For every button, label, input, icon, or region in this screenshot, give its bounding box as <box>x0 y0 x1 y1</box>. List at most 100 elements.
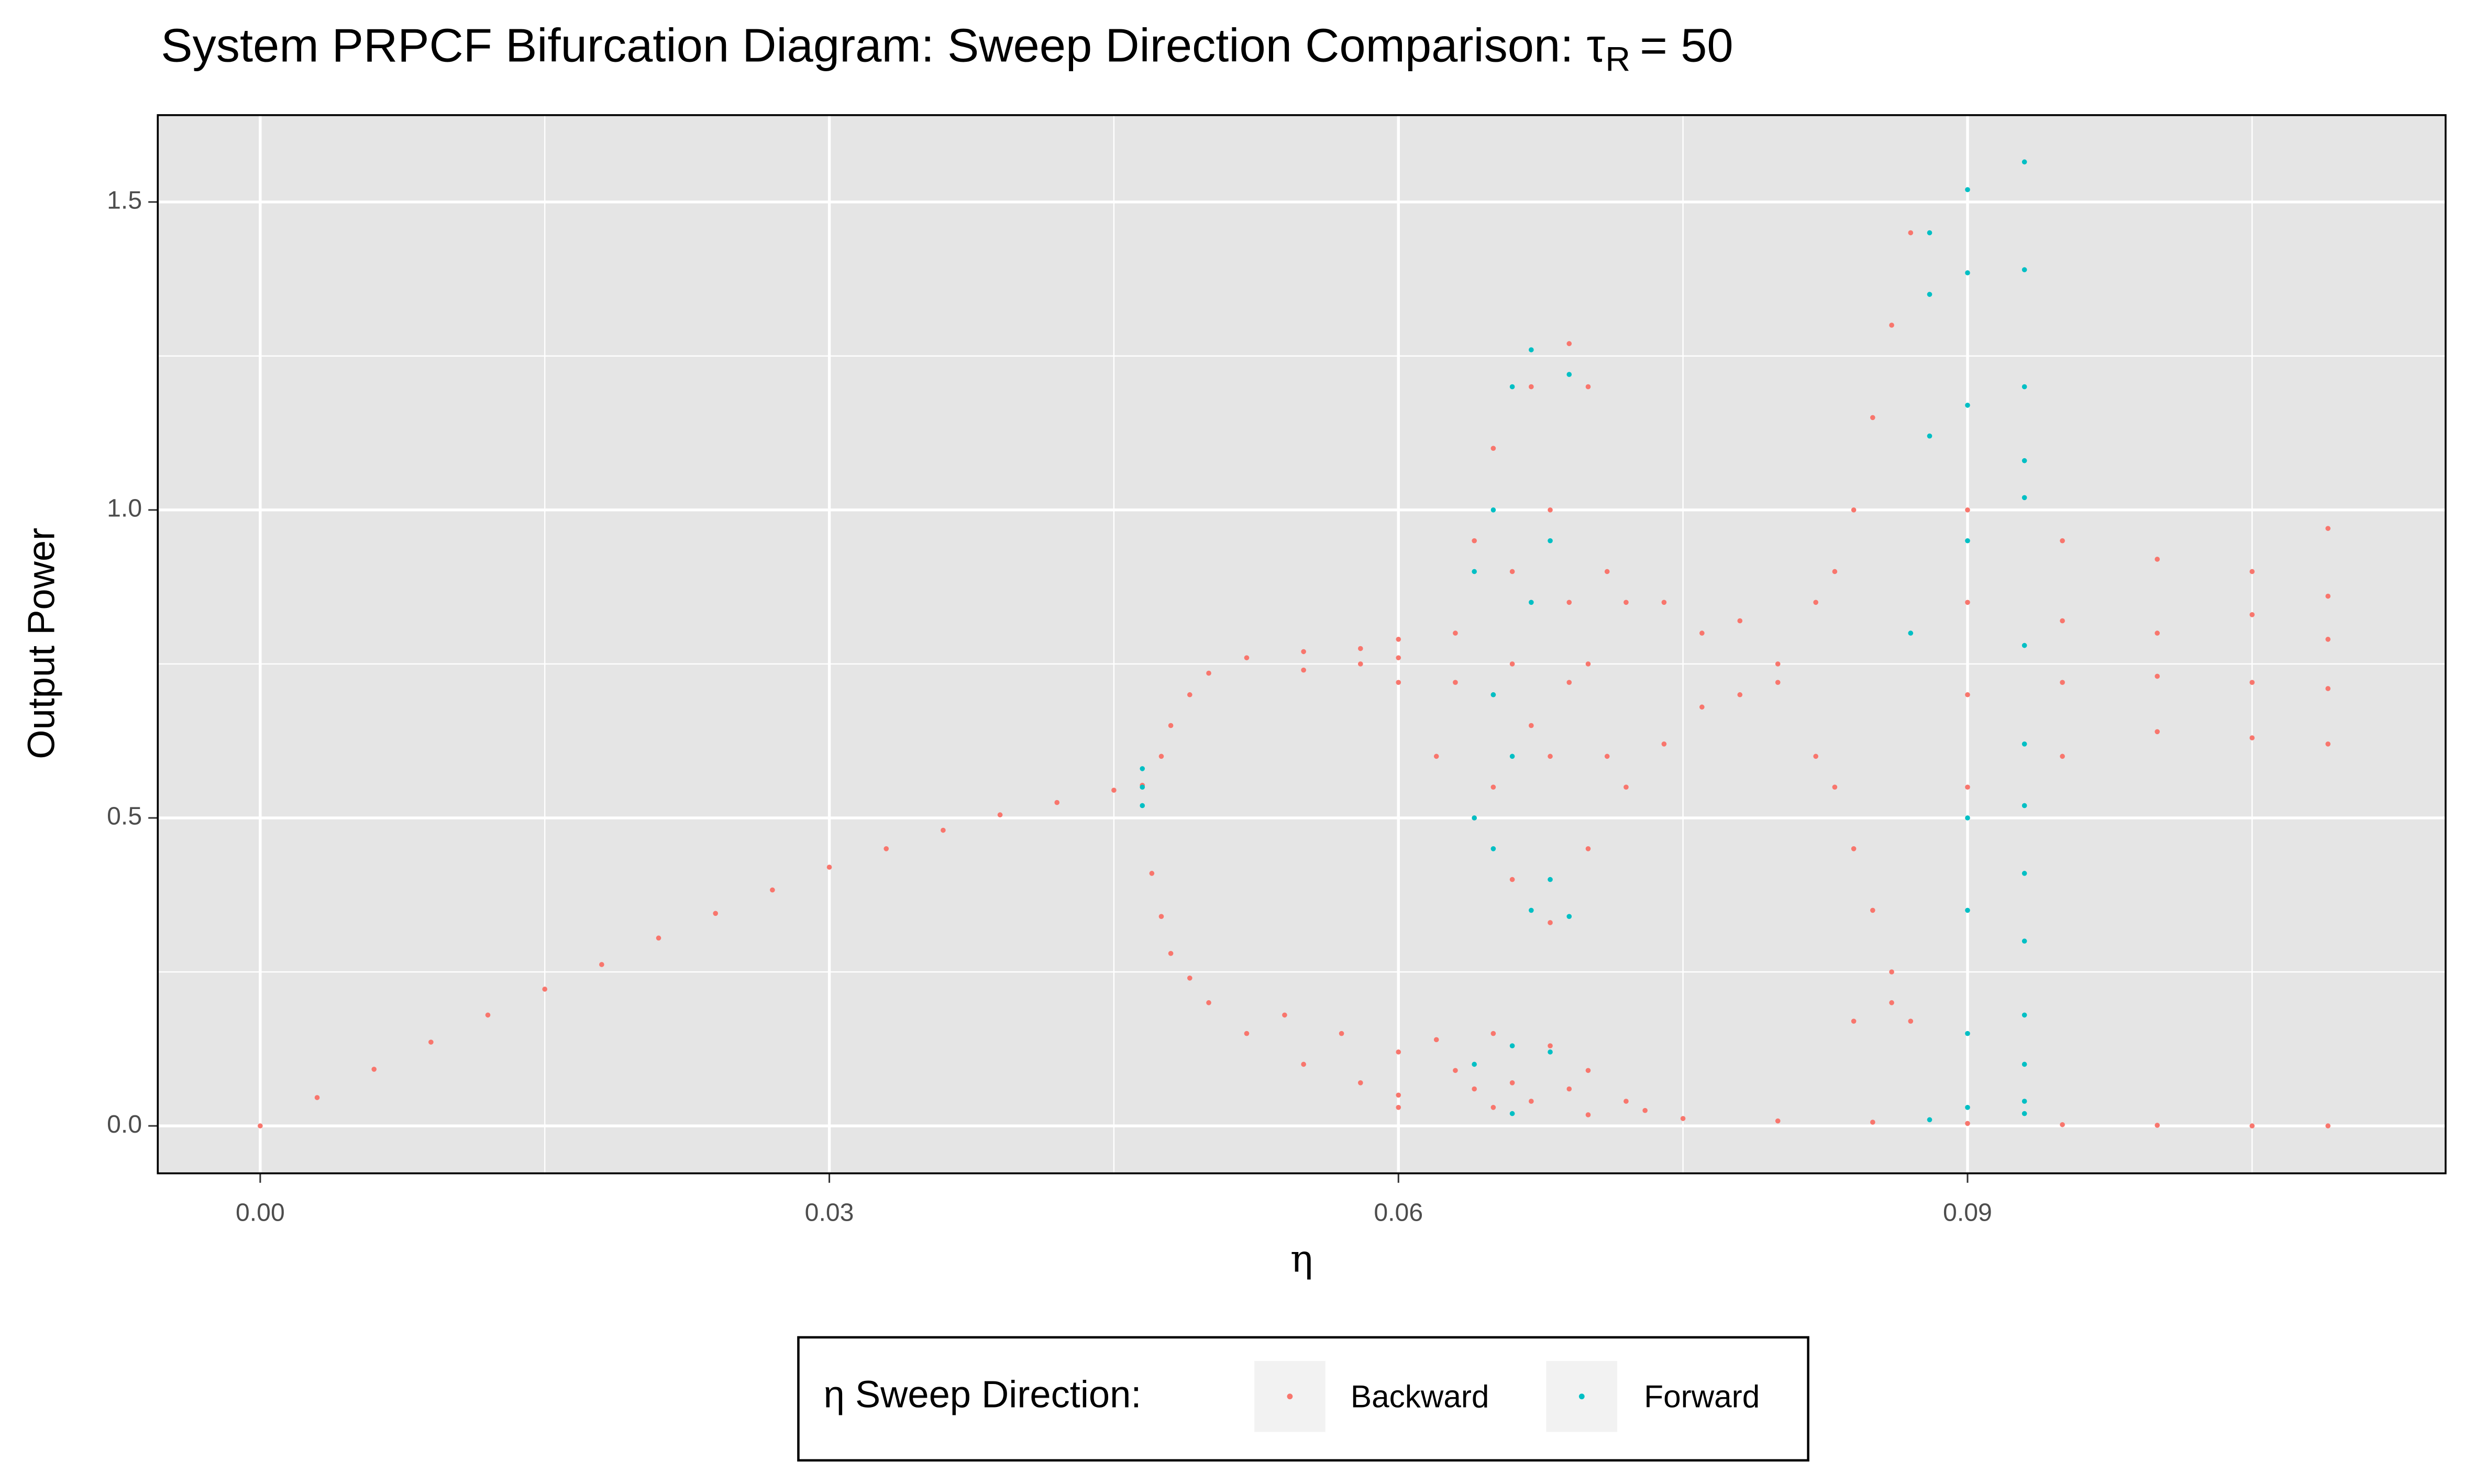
data-point <box>1661 741 1667 747</box>
data-point <box>1585 1112 1591 1117</box>
data-point <box>1661 600 1667 605</box>
data-point <box>1140 766 1145 771</box>
data-point <box>1301 1061 1306 1067</box>
data-point <box>2022 458 2027 463</box>
y-axis-label: Output Power <box>20 528 62 759</box>
data-point <box>1965 538 1970 544</box>
data-point <box>1490 846 1496 851</box>
x-tick-label: 0.00 <box>236 1199 285 1227</box>
data-point <box>1282 1012 1287 1018</box>
data-point <box>1548 507 1553 513</box>
data-point <box>2249 1123 2255 1128</box>
data-point <box>2022 1061 2027 1067</box>
data-point <box>1490 507 1496 513</box>
data-point <box>1339 1031 1344 1036</box>
data-point <box>1509 754 1515 759</box>
data-point <box>258 1123 263 1128</box>
data-point <box>1396 1092 1401 1098</box>
y-tick-label: 0.5 <box>107 802 142 830</box>
data-point <box>1680 1116 1686 1121</box>
data-point <box>1965 507 1970 513</box>
data-point <box>1206 1000 1211 1005</box>
data-point <box>1889 1000 1894 1005</box>
data-point <box>656 935 661 941</box>
data-point <box>1908 230 1914 236</box>
data-point <box>1813 600 1818 605</box>
data-point <box>1396 655 1401 660</box>
data-point <box>1699 704 1705 710</box>
data-point <box>2022 1099 2027 1104</box>
data-point <box>2060 618 2065 624</box>
data-point <box>2249 735 2255 740</box>
data-point <box>1889 323 1894 328</box>
y-tick-label: 0.0 <box>107 1110 142 1138</box>
data-point <box>2155 557 2160 562</box>
data-point <box>1158 914 1164 920</box>
data-point <box>1908 630 1914 636</box>
data-point <box>2155 673 2160 679</box>
data-point <box>1965 1121 1970 1126</box>
legend-symbol <box>1287 1393 1293 1400</box>
data-point <box>1566 680 1572 685</box>
data-point <box>1832 784 1838 790</box>
data-point <box>1566 372 1572 377</box>
data-point <box>2022 1111 2027 1116</box>
data-point <box>1965 784 1970 790</box>
y-tick-label: 1.5 <box>107 186 142 214</box>
data-point <box>2325 593 2331 599</box>
data-point <box>1548 920 1553 925</box>
data-point <box>1566 1086 1572 1092</box>
data-point <box>2060 680 2065 685</box>
data-point <box>2325 637 2331 642</box>
data-point <box>1509 1043 1515 1049</box>
data-point <box>2155 630 2160 636</box>
data-point <box>2022 495 2027 501</box>
data-point <box>1775 661 1781 667</box>
data-point <box>1548 877 1553 882</box>
data-point <box>2060 538 2065 544</box>
data-point <box>314 1095 320 1100</box>
data-point <box>1490 1031 1496 1036</box>
data-point <box>1566 914 1572 920</box>
data-point <box>485 1012 491 1018</box>
data-point <box>1453 1068 1458 1073</box>
data-point <box>1965 187 1970 193</box>
data-point <box>883 846 889 851</box>
data-point <box>2325 526 2331 531</box>
title-main: System PRPCF Bifurcation Diagram: Sweep … <box>161 19 1605 72</box>
data-point <box>1813 754 1818 759</box>
data-point <box>1851 1018 1857 1024</box>
data-point <box>1529 1099 1534 1104</box>
data-point <box>2249 680 2255 685</box>
data-point <box>1775 680 1781 685</box>
data-point <box>941 827 946 833</box>
data-point <box>1889 969 1894 974</box>
data-point <box>1927 433 1932 439</box>
data-point <box>1737 692 1743 697</box>
data-point <box>1775 1118 1781 1124</box>
data-point <box>1870 907 1875 913</box>
y-tick-label: 1.0 <box>107 494 142 523</box>
data-point <box>1490 692 1496 697</box>
legend-symbol <box>1578 1393 1585 1400</box>
plot-background <box>158 115 2446 1173</box>
data-point <box>2022 267 2027 272</box>
data-point <box>826 865 832 870</box>
data-point <box>1158 754 1164 759</box>
data-point <box>1509 569 1515 574</box>
data-point <box>1851 846 1857 851</box>
data-point <box>2155 1123 2160 1128</box>
data-point <box>1472 1061 1477 1067</box>
data-point <box>1566 600 1572 605</box>
data-point <box>1870 1120 1875 1125</box>
data-point <box>2060 1122 2065 1127</box>
data-point <box>1604 569 1610 574</box>
data-point <box>1453 630 1458 636</box>
data-point <box>1396 1105 1401 1110</box>
data-point <box>1965 1031 1970 1036</box>
data-point <box>1965 1105 1970 1110</box>
data-point <box>1832 569 1838 574</box>
data-point <box>1965 270 1970 275</box>
